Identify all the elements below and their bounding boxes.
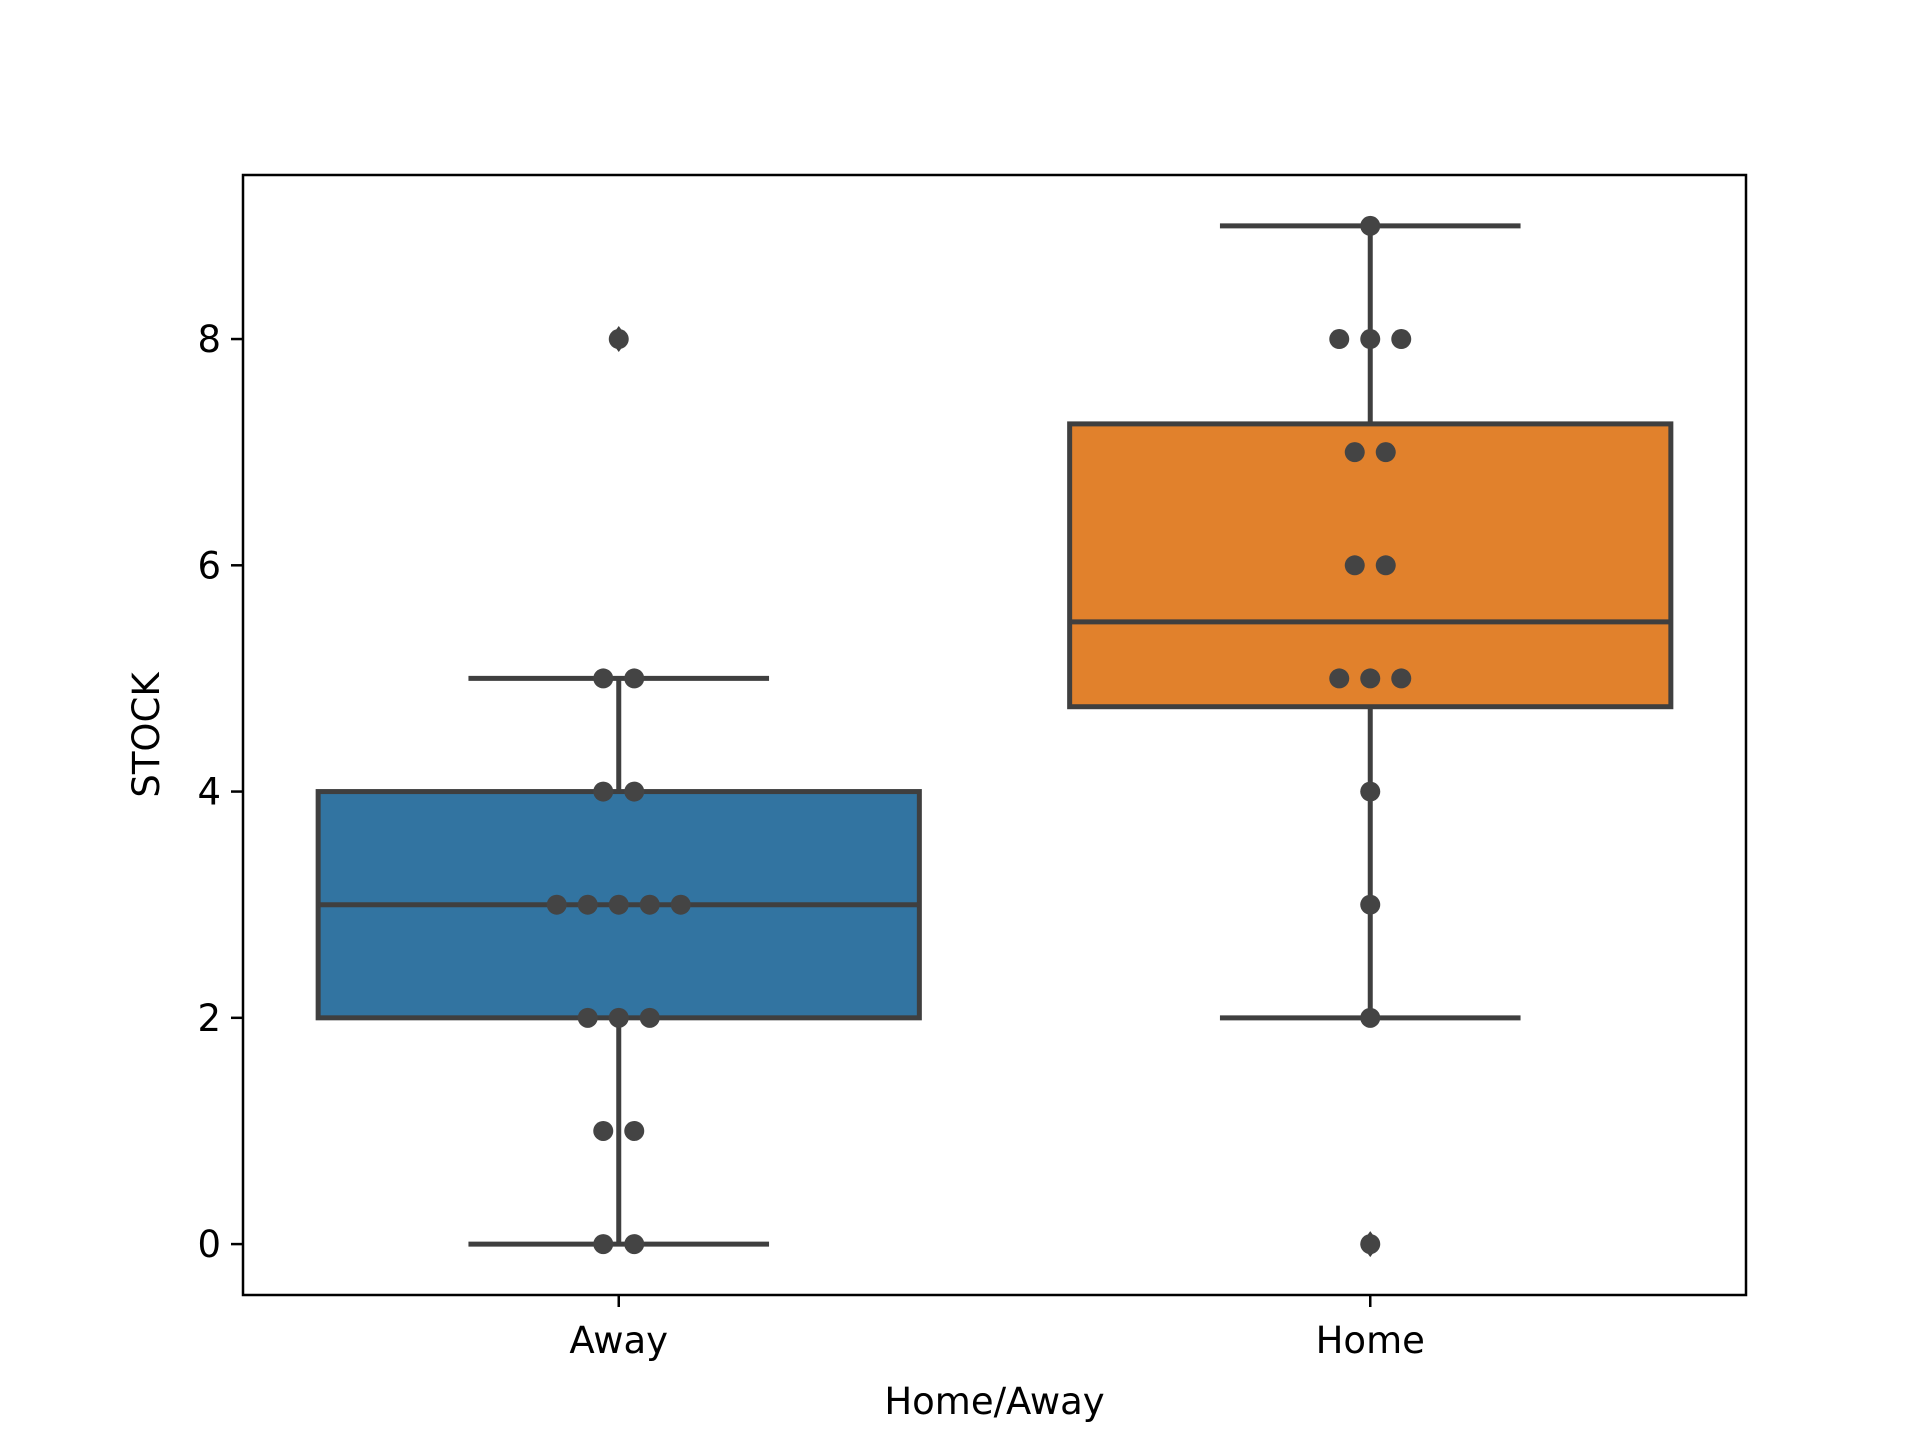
x-tick-label: Home [1316,1319,1425,1362]
box-home [1067,421,1674,710]
data-point [624,1234,645,1255]
axes-frame [241,173,1748,1297]
data-point [1344,555,1365,576]
y-axis: 0 2 4 6 8 [197,318,243,1266]
data-point [608,1007,629,1028]
data-point [639,1007,660,1028]
data-point [1360,781,1381,802]
data-point [1360,894,1381,915]
data-point [1360,215,1381,236]
data-point [608,329,629,350]
data-point [1360,1234,1381,1255]
data-point [624,668,645,689]
data-point [1360,1007,1381,1028]
data-point [1360,668,1381,689]
y-tick-label: 4 [197,771,221,814]
data-point [577,1007,598,1028]
plot-area [315,215,1674,1258]
data-point [1375,442,1396,463]
data-point [1391,668,1412,689]
data-point [546,894,567,915]
data-point [593,668,614,689]
data-point [1391,329,1412,350]
data-point [639,894,660,915]
data-point [624,781,645,802]
y-tick-label: 6 [197,544,221,587]
swarm-away [546,329,691,1255]
box-group-away [315,326,922,1247]
data-point [593,781,614,802]
y-axis-label: STOCK [125,671,168,798]
data-point [1329,329,1350,350]
box-group-home [1067,223,1674,1258]
data-point [593,1234,614,1255]
data-point [1329,668,1350,689]
y-tick-label: 2 [197,997,221,1040]
data-point [593,1120,614,1141]
x-axis-label: Home/Away [884,1380,1104,1423]
data-point [1344,442,1365,463]
y-tick-label: 8 [197,318,221,361]
data-point [577,894,598,915]
x-axis: Away Home [569,1295,1425,1362]
y-tick-label: 0 [197,1223,221,1266]
data-point [624,1120,645,1141]
data-point [1375,555,1396,576]
swarm-home [1329,215,1412,1255]
x-tick-label: Away [569,1319,668,1362]
data-point [1360,329,1381,350]
data-point [670,894,691,915]
data-point [608,894,629,915]
